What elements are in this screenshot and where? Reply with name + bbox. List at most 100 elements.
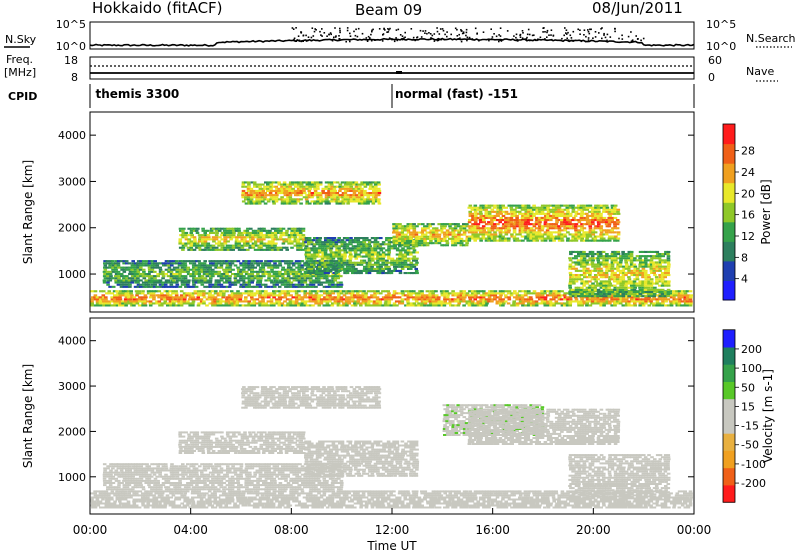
echo-cell	[499, 204, 503, 207]
echo-cell	[577, 235, 581, 238]
nsky-panel: N.Sky 10^5 10^0 10^5 10^0 N.Search	[4, 18, 796, 53]
echo-cell	[613, 239, 617, 242]
echo-cell	[325, 304, 329, 307]
echo-cell	[507, 227, 511, 230]
echo-cell	[515, 302, 520, 305]
echo-cell	[294, 185, 298, 188]
echo-cell	[565, 304, 570, 307]
echo-cell	[543, 212, 548, 215]
echo-cell	[613, 304, 617, 307]
echo-cell	[585, 221, 590, 224]
echo-cell	[370, 237, 375, 240]
nsearch-dot	[546, 31, 548, 34]
echo-cell	[319, 283, 323, 286]
echo-cell	[683, 290, 687, 293]
nsearch-dot	[419, 29, 422, 32]
nsearch-dot	[361, 32, 364, 35]
echo-cell	[560, 294, 565, 297]
echo-cell	[599, 227, 603, 230]
echo-cell	[275, 194, 279, 197]
echo-cell	[404, 290, 408, 293]
echo-cell	[297, 277, 302, 280]
echo-cell	[501, 227, 506, 230]
echo-cell	[249, 189, 254, 192]
echo-cell	[228, 281, 232, 284]
echo-cell	[562, 223, 567, 226]
nsearch-dot	[630, 31, 632, 33]
echo-cell	[647, 298, 652, 301]
echo-cell	[476, 227, 480, 230]
echo-cell	[523, 214, 528, 217]
echo-cell	[440, 227, 444, 230]
echo-cell	[264, 302, 269, 305]
echo-cell	[129, 298, 133, 301]
echo-cell	[134, 281, 138, 284]
echo-cell	[217, 242, 221, 245]
echo-cell	[616, 233, 621, 236]
echo-cell	[172, 279, 176, 282]
nsearch-dot	[339, 31, 341, 34]
echo-cell	[586, 204, 590, 207]
echo-cell	[255, 194, 260, 197]
echo-cell	[689, 302, 693, 305]
echo-cell	[668, 300, 673, 303]
nsearch-dot	[587, 30, 590, 33]
echo-cell	[624, 298, 629, 301]
echo-cell	[518, 239, 522, 242]
echo-cell	[571, 206, 575, 209]
echo-cell	[372, 302, 377, 305]
echo-cell	[468, 210, 472, 213]
echo-cell	[102, 302, 106, 305]
echo-cell	[313, 189, 318, 192]
echo-cell	[524, 204, 529, 207]
echo-cell	[253, 270, 257, 273]
echo-cell	[616, 212, 621, 215]
echo-cell	[240, 246, 245, 249]
echo-cell	[218, 302, 223, 305]
echo-cell	[352, 187, 356, 190]
echo-cell	[252, 302, 256, 305]
echo-cell	[532, 214, 536, 217]
echo-cell	[524, 225, 529, 228]
echo-cell	[568, 300, 573, 303]
echo-cell	[280, 302, 285, 305]
echo-cell	[270, 227, 275, 230]
echo-cell	[311, 275, 315, 278]
echo-cell	[235, 246, 239, 249]
echo-cell	[269, 279, 273, 282]
echo-cell	[451, 244, 455, 247]
echo-cell	[370, 290, 374, 293]
echo-cell	[552, 239, 556, 242]
echo-cell	[180, 275, 185, 278]
echo-cell	[574, 223, 579, 226]
echo-cell	[390, 259, 394, 262]
echo-cell	[661, 300, 665, 303]
echo-cell	[174, 290, 178, 293]
echo-cell	[431, 242, 435, 245]
echo-cell	[532, 300, 536, 303]
echo-cell	[344, 187, 348, 190]
echo-cell	[597, 227, 601, 230]
echo-cell	[543, 239, 548, 242]
echo-cell	[588, 239, 592, 242]
echo-cell	[371, 194, 376, 197]
echo-cell	[266, 183, 270, 186]
echo-cell	[190, 234, 194, 237]
echo-cell	[457, 235, 461, 238]
echo-cell	[302, 238, 306, 241]
echo-cell	[376, 243, 381, 246]
echo-cell	[568, 267, 572, 270]
echo-cell	[468, 296, 472, 299]
echo-cell	[381, 261, 385, 264]
echo-cell	[295, 273, 299, 276]
echo-cell	[563, 227, 567, 230]
echo-cell	[395, 265, 399, 268]
echo-cell	[285, 198, 289, 201]
echo-cell	[261, 302, 266, 305]
echo-cell	[296, 192, 300, 195]
echo-cell	[348, 261, 353, 264]
echo-cell	[432, 298, 436, 301]
echo-cell	[560, 302, 564, 305]
echo-cell	[155, 294, 159, 297]
echo-cell	[490, 219, 494, 222]
